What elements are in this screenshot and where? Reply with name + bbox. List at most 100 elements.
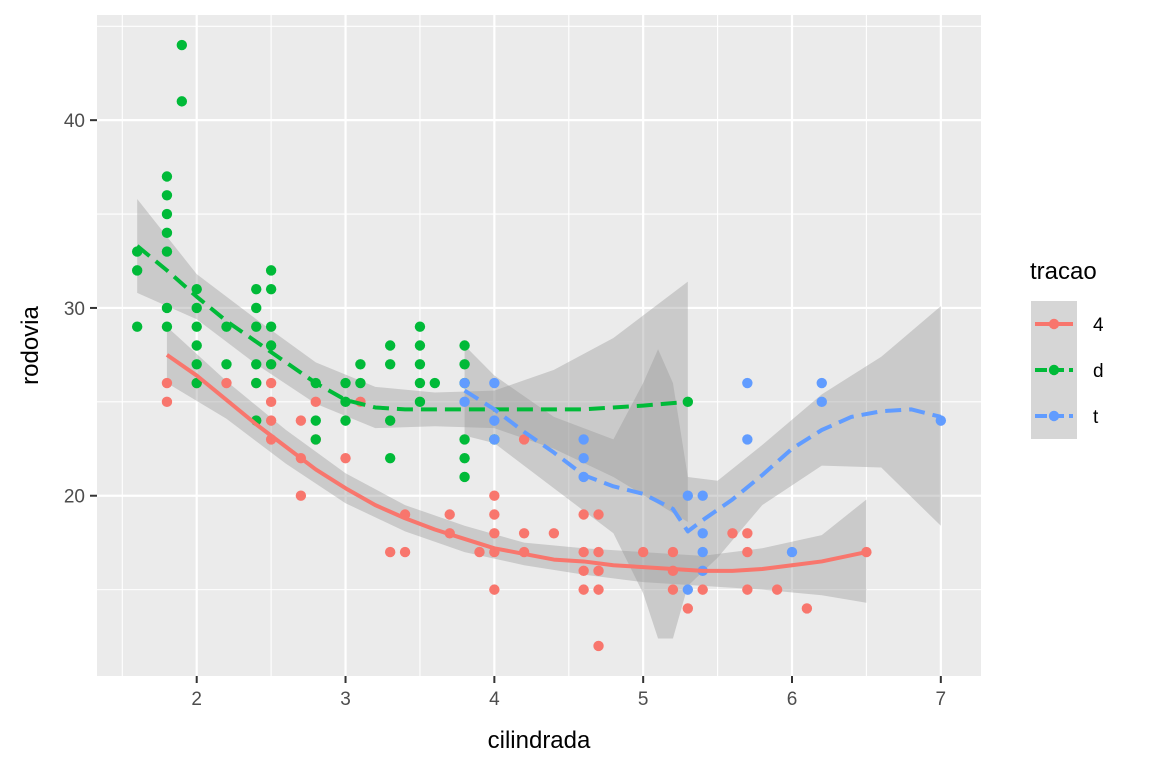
data-point-t xyxy=(816,396,827,408)
x-tick-label: 3 xyxy=(340,689,351,710)
data-point-d xyxy=(161,321,173,332)
panel-background xyxy=(97,15,981,676)
data-point-t xyxy=(489,377,500,389)
data-point-d xyxy=(384,359,396,370)
data-point-d xyxy=(310,434,321,445)
data-point-d xyxy=(251,321,262,332)
data-point-d xyxy=(191,321,202,332)
data-point-4 xyxy=(340,452,351,464)
legend-label-4: 4 xyxy=(1093,315,1104,336)
data-point-4 xyxy=(578,565,589,577)
data-point-4 xyxy=(593,565,604,577)
y-tick-label: 20 xyxy=(64,487,85,508)
confidence-band-d xyxy=(137,199,688,523)
data-point-d xyxy=(131,321,143,332)
data-point-4 xyxy=(221,377,232,389)
data-point-4 xyxy=(489,528,500,539)
data-point-4 xyxy=(399,546,411,558)
confidence-band-t xyxy=(464,306,941,639)
data-point-t xyxy=(786,546,798,558)
data-point-d xyxy=(251,377,262,389)
data-point-4 xyxy=(310,396,321,408)
data-point-4 xyxy=(578,584,589,595)
data-point-4 xyxy=(474,546,485,558)
x-tick-label: 5 xyxy=(638,689,649,710)
legend-point-t xyxy=(1048,410,1060,422)
data-point-4 xyxy=(578,509,589,520)
data-point-d xyxy=(161,227,173,239)
data-point-t xyxy=(578,452,589,464)
data-point-t xyxy=(816,377,827,389)
data-point-4 xyxy=(384,546,396,558)
data-point-4 xyxy=(667,584,679,595)
data-point-4 xyxy=(742,528,753,539)
x-tick-label: 6 xyxy=(787,689,798,710)
data-point-d xyxy=(251,359,262,370)
data-point-t xyxy=(742,434,753,445)
data-point-d xyxy=(161,246,173,257)
data-point-d xyxy=(414,321,426,332)
data-point-t xyxy=(489,415,500,426)
data-point-d xyxy=(682,396,694,408)
data-point-4 xyxy=(518,434,530,445)
data-point-4 xyxy=(742,584,753,595)
x-tick-label: 2 xyxy=(191,689,202,710)
data-point-4 xyxy=(161,396,173,408)
data-point-d xyxy=(251,302,262,314)
data-point-t xyxy=(697,528,708,539)
data-point-d xyxy=(251,283,262,295)
data-point-d xyxy=(459,359,470,370)
legend-point-d xyxy=(1048,364,1060,376)
data-point-d xyxy=(340,377,351,389)
data-point-4 xyxy=(265,377,277,389)
data-point-d xyxy=(459,434,470,445)
data-point-d xyxy=(414,396,426,408)
data-point-4 xyxy=(578,546,589,558)
data-point-4 xyxy=(489,584,500,595)
data-point-4 xyxy=(742,546,753,558)
data-point-d xyxy=(161,190,173,201)
data-point-t xyxy=(459,396,470,408)
data-point-4 xyxy=(548,528,560,539)
data-point-d xyxy=(221,359,232,370)
smooth-line-d xyxy=(135,244,688,412)
data-point-4 xyxy=(637,546,649,558)
data-point-d xyxy=(414,359,426,370)
data-point-t xyxy=(682,584,694,595)
data-point-d xyxy=(340,396,351,408)
data-point-d xyxy=(384,452,396,464)
x-tick-label: 4 xyxy=(489,689,500,710)
smooth-line-t xyxy=(463,388,942,534)
data-point-d xyxy=(131,265,143,276)
legend: tracao 4 d t xyxy=(1030,258,1104,439)
data-point-d xyxy=(265,359,277,370)
data-point-d xyxy=(340,415,351,426)
data-point-t xyxy=(742,377,753,389)
data-point-d xyxy=(355,359,366,370)
data-point-t xyxy=(697,490,708,501)
legend-label-d: d xyxy=(1093,361,1104,382)
data-point-d xyxy=(161,208,173,220)
data-point-4 xyxy=(593,546,604,558)
data-point-d xyxy=(459,340,470,351)
data-point-t xyxy=(682,490,694,501)
data-point-d xyxy=(384,415,396,426)
data-point-d xyxy=(191,340,202,351)
data-point-d xyxy=(459,452,470,464)
data-point-d xyxy=(176,39,188,51)
data-point-4 xyxy=(265,396,277,408)
smooth-lines xyxy=(135,244,942,573)
data-point-4 xyxy=(489,490,500,501)
data-point-d xyxy=(191,359,202,370)
data-point-4 xyxy=(265,415,277,426)
data-point-d xyxy=(161,171,173,182)
data-point-d xyxy=(355,377,366,389)
x-tick-label: 7 xyxy=(936,689,947,710)
data-point-4 xyxy=(801,603,813,614)
data-point-d xyxy=(384,340,396,351)
y-axis-title: rodovia xyxy=(17,305,44,384)
data-point-4 xyxy=(727,528,738,539)
data-point-d xyxy=(191,377,202,389)
data-point-d xyxy=(459,471,470,483)
